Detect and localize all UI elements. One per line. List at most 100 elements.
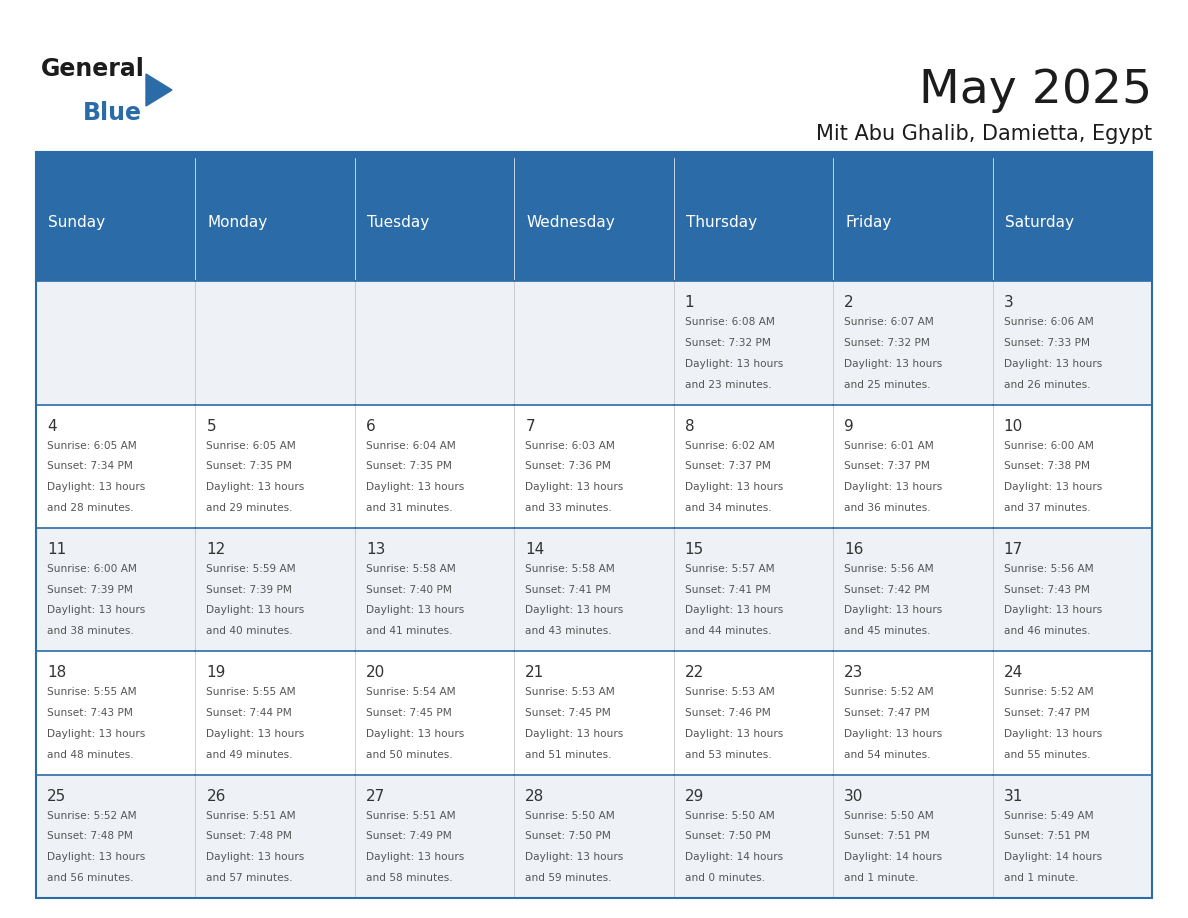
Bar — [196, 281, 355, 405]
Text: 3: 3 — [1004, 296, 1013, 310]
Text: 22: 22 — [684, 666, 704, 680]
Text: 13: 13 — [366, 542, 385, 557]
Text: 19: 19 — [207, 666, 226, 680]
Text: 15: 15 — [684, 542, 704, 557]
Text: and 33 minutes.: and 33 minutes. — [525, 503, 612, 513]
Text: Sunrise: 6:00 AM: Sunrise: 6:00 AM — [1004, 441, 1093, 451]
Text: and 37 minutes.: and 37 minutes. — [1004, 503, 1091, 513]
Text: 14: 14 — [525, 542, 544, 557]
Bar — [36, 158, 196, 281]
Text: Daylight: 13 hours: Daylight: 13 hours — [48, 482, 145, 492]
Text: Daylight: 13 hours: Daylight: 13 hours — [207, 482, 304, 492]
Text: and 0 minutes.: and 0 minutes. — [684, 873, 765, 883]
Text: Sunrise: 6:00 AM: Sunrise: 6:00 AM — [48, 564, 137, 574]
Text: Sunrise: 5:51 AM: Sunrise: 5:51 AM — [207, 811, 296, 821]
Text: and 45 minutes.: and 45 minutes. — [845, 626, 930, 636]
Text: Sunset: 7:33 PM: Sunset: 7:33 PM — [1004, 338, 1089, 348]
Text: Daylight: 13 hours: Daylight: 13 hours — [48, 606, 145, 615]
Polygon shape — [146, 74, 172, 106]
Text: Sunrise: 5:59 AM: Sunrise: 5:59 AM — [207, 564, 296, 574]
Text: Sunrise: 5:58 AM: Sunrise: 5:58 AM — [366, 564, 456, 574]
Text: Sunset: 7:36 PM: Sunset: 7:36 PM — [525, 462, 611, 472]
Text: and 50 minutes.: and 50 minutes. — [366, 750, 453, 759]
Bar — [674, 652, 833, 775]
Text: and 54 minutes.: and 54 minutes. — [845, 750, 930, 759]
Text: Sunrise: 5:55 AM: Sunrise: 5:55 AM — [48, 688, 137, 698]
Text: Sunset: 7:41 PM: Sunset: 7:41 PM — [684, 585, 771, 595]
Text: and 55 minutes.: and 55 minutes. — [1004, 750, 1091, 759]
Text: Sunset: 7:51 PM: Sunset: 7:51 PM — [1004, 832, 1089, 842]
Text: Daylight: 13 hours: Daylight: 13 hours — [207, 606, 304, 615]
Text: Daylight: 13 hours: Daylight: 13 hours — [1004, 606, 1101, 615]
Text: 18: 18 — [48, 666, 67, 680]
Text: 2: 2 — [845, 296, 854, 310]
Text: Sunrise: 6:05 AM: Sunrise: 6:05 AM — [48, 441, 137, 451]
Text: and 28 minutes.: and 28 minutes. — [48, 503, 133, 513]
Text: Daylight: 13 hours: Daylight: 13 hours — [525, 482, 624, 492]
Text: Sunset: 7:38 PM: Sunset: 7:38 PM — [1004, 462, 1089, 472]
Bar — [355, 528, 514, 652]
Text: 24: 24 — [1004, 666, 1023, 680]
Text: and 58 minutes.: and 58 minutes. — [366, 873, 453, 883]
Bar — [36, 652, 196, 775]
Text: Daylight: 13 hours: Daylight: 13 hours — [207, 729, 304, 739]
Text: Daylight: 13 hours: Daylight: 13 hours — [1004, 729, 1101, 739]
Bar — [355, 775, 514, 898]
Text: 4: 4 — [48, 419, 57, 433]
Text: Daylight: 13 hours: Daylight: 13 hours — [366, 729, 465, 739]
Text: 30: 30 — [845, 789, 864, 803]
Text: and 36 minutes.: and 36 minutes. — [845, 503, 930, 513]
Bar — [514, 775, 674, 898]
Text: and 59 minutes.: and 59 minutes. — [525, 873, 612, 883]
Text: 1: 1 — [684, 296, 694, 310]
Text: Sunrise: 5:56 AM: Sunrise: 5:56 AM — [845, 564, 934, 574]
Bar — [196, 775, 355, 898]
Text: Sunrise: 5:54 AM: Sunrise: 5:54 AM — [366, 688, 455, 698]
Text: Sunrise: 6:03 AM: Sunrise: 6:03 AM — [525, 441, 615, 451]
Text: Sunrise: 6:07 AM: Sunrise: 6:07 AM — [845, 318, 934, 328]
Text: Sunset: 7:48 PM: Sunset: 7:48 PM — [48, 832, 133, 842]
Text: Sunset: 7:45 PM: Sunset: 7:45 PM — [366, 708, 451, 718]
Bar — [355, 158, 514, 281]
Text: 21: 21 — [525, 666, 544, 680]
Text: 29: 29 — [684, 789, 704, 803]
Bar — [355, 405, 514, 528]
Text: and 1 minute.: and 1 minute. — [1004, 873, 1078, 883]
Bar — [514, 158, 674, 281]
Text: Mit Abu Ghalib, Damietta, Egypt: Mit Abu Ghalib, Damietta, Egypt — [816, 124, 1152, 144]
Text: Daylight: 14 hours: Daylight: 14 hours — [845, 852, 942, 862]
Bar — [36, 281, 196, 405]
Text: Daylight: 13 hours: Daylight: 13 hours — [845, 606, 942, 615]
Text: 8: 8 — [684, 419, 694, 433]
Text: and 44 minutes.: and 44 minutes. — [684, 626, 771, 636]
Text: Sunset: 7:39 PM: Sunset: 7:39 PM — [207, 585, 292, 595]
Text: and 38 minutes.: and 38 minutes. — [48, 626, 134, 636]
Text: Daylight: 13 hours: Daylight: 13 hours — [366, 852, 465, 862]
Bar — [36, 775, 196, 898]
Text: Sunset: 7:43 PM: Sunset: 7:43 PM — [1004, 585, 1089, 595]
Text: 17: 17 — [1004, 542, 1023, 557]
Bar — [992, 652, 1152, 775]
Text: 27: 27 — [366, 789, 385, 803]
Text: and 26 minutes.: and 26 minutes. — [1004, 379, 1091, 389]
Bar — [196, 652, 355, 775]
Text: 6: 6 — [366, 419, 375, 433]
Text: Sunrise: 5:52 AM: Sunrise: 5:52 AM — [845, 688, 934, 698]
Text: Daylight: 13 hours: Daylight: 13 hours — [684, 482, 783, 492]
Text: Sunrise: 6:04 AM: Sunrise: 6:04 AM — [366, 441, 456, 451]
Text: 7: 7 — [525, 419, 535, 433]
Bar — [833, 775, 992, 898]
Text: 31: 31 — [1004, 789, 1023, 803]
Bar — [196, 405, 355, 528]
Text: Wednesday: Wednesday — [526, 215, 615, 230]
Bar — [514, 528, 674, 652]
Text: General: General — [42, 57, 145, 81]
Bar — [514, 652, 674, 775]
Text: Daylight: 13 hours: Daylight: 13 hours — [48, 729, 145, 739]
Text: Sunset: 7:44 PM: Sunset: 7:44 PM — [207, 708, 292, 718]
Text: Daylight: 13 hours: Daylight: 13 hours — [1004, 482, 1101, 492]
Bar — [36, 528, 196, 652]
Bar — [992, 528, 1152, 652]
Text: and 41 minutes.: and 41 minutes. — [366, 626, 453, 636]
Text: and 40 minutes.: and 40 minutes. — [207, 626, 293, 636]
